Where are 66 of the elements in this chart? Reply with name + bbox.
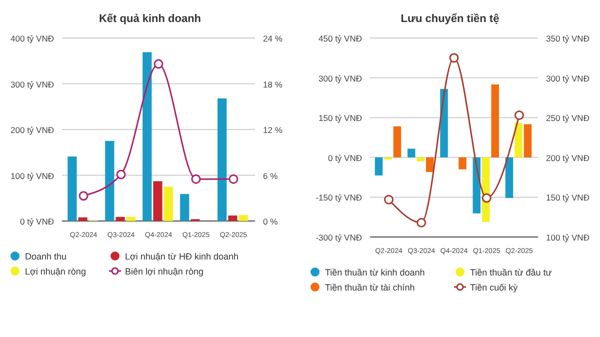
y2-tick-label: 200 tỷ VNĐ [546, 152, 590, 163]
bar [426, 157, 434, 172]
point [116, 170, 126, 180]
bar [514, 122, 522, 158]
legend-label: Lợi nhuận ròng [25, 266, 86, 276]
bar [238, 215, 248, 221]
bar [68, 156, 77, 221]
bar [126, 216, 136, 221]
y2-tick-label: 12 % [263, 125, 283, 135]
bar [105, 140, 114, 221]
point [482, 193, 492, 203]
legend-label: Tiền cuối kỳ [470, 282, 518, 292]
y-tick-label: 0 tỷ VNĐ [328, 152, 362, 163]
legend-label: Lợi nhuận từ HĐ kinh doanh [125, 252, 238, 262]
bar [78, 217, 88, 221]
y2-tick-label: 6 % [263, 170, 278, 181]
y-tick-label: 200 tỷ VNĐ [10, 125, 54, 135]
bar [164, 186, 173, 221]
y-tick-label: 400 tỷ VNĐ [10, 34, 54, 44]
y2-tick-label: 0 % [263, 216, 278, 226]
bar [505, 157, 514, 198]
bar [458, 157, 466, 170]
y2-tick-label: 250 tỷ VNĐ [546, 113, 590, 124]
bar [416, 157, 424, 162]
point [78, 191, 88, 201]
y2-tick-label: 300 tỷ VNĐ [546, 73, 590, 84]
bar [408, 148, 416, 158]
bar [153, 181, 162, 221]
point [154, 59, 164, 69]
point [449, 53, 459, 63]
legend-label: Tiền thuần từ tài chính [325, 282, 415, 292]
y-tick-label: -300 tỷ VNĐ [316, 232, 362, 242]
bar [384, 157, 392, 160]
bar [491, 84, 499, 158]
y-tick-label: 0 tỷ VNĐ [20, 216, 54, 226]
bar [440, 88, 448, 158]
y2-tick-label: 24 % [263, 34, 283, 44]
point [416, 218, 426, 228]
bar [142, 52, 152, 221]
y2-tick-label: 350 tỷ VNĐ [546, 34, 590, 44]
y-tick-label: 450 tỷ VNĐ [318, 34, 362, 44]
legend-label: Doanh thu [25, 252, 67, 262]
point [228, 174, 238, 184]
chart-title: Kết quả kinh doanh [98, 13, 202, 25]
point [384, 194, 394, 204]
y-tick-label: -150 tỷ VNĐ [316, 192, 362, 203]
y2-tick-label: 100 tỷ VNĐ [546, 232, 590, 242]
bar [218, 98, 227, 221]
y-tick-label: 150 tỷ VNĐ [318, 113, 362, 124]
y-tick-label: 300 tỷ VNĐ [318, 73, 362, 84]
y2-tick-label: 18 % [263, 79, 283, 90]
bar [393, 126, 402, 158]
point [191, 174, 201, 184]
y2-tick-label: 150 tỷ VNĐ [546, 192, 590, 203]
bar [116, 216, 125, 221]
bar [374, 157, 383, 176]
bar [524, 124, 532, 158]
legend-label: Tiền thuần từ kinh doanh [325, 268, 425, 278]
legend-label: Biên lợi nhuận ròng [125, 266, 204, 276]
y-tick-label: 100 tỷ VNĐ [10, 170, 54, 181]
chart-title: Lưu chuyển tiền tệ [400, 13, 500, 25]
legend-label: Tiền thuần từ đầu tư [470, 268, 552, 278]
y-tick-label: 300 tỷ VNĐ [10, 79, 54, 90]
bar [228, 216, 238, 221]
point [514, 110, 524, 120]
bar [180, 194, 190, 221]
